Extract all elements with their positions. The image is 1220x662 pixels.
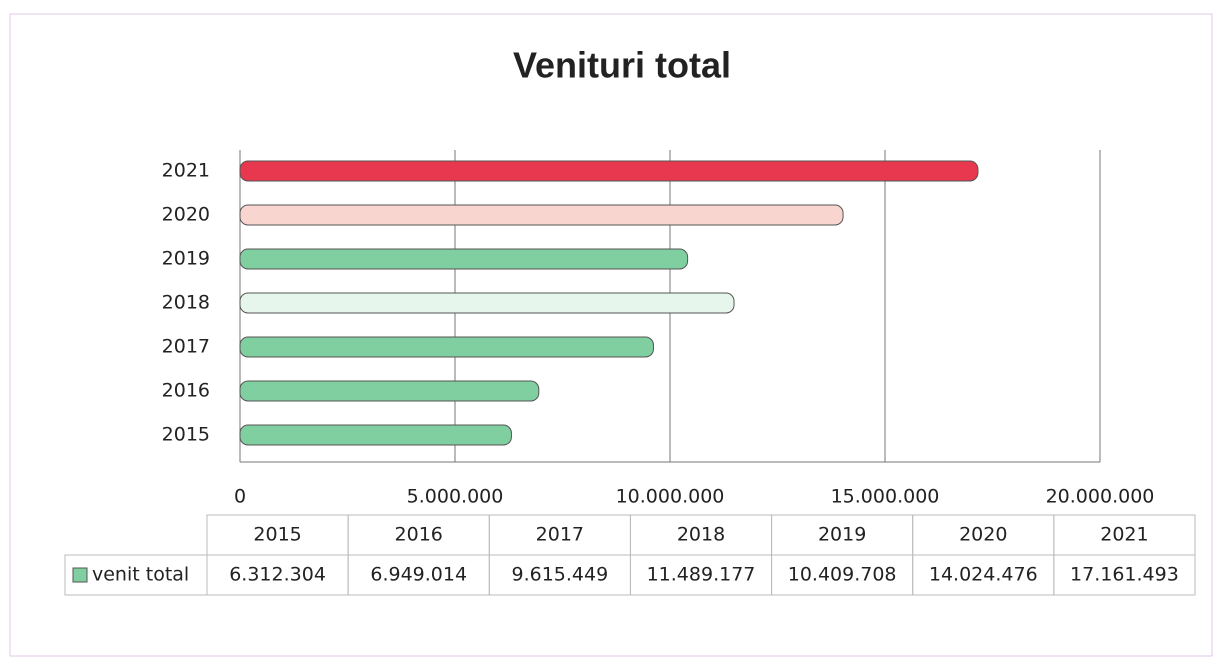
table-header: 2015 xyxy=(253,524,301,546)
bar xyxy=(239,248,689,270)
table-value: 14.024.476 xyxy=(929,564,1038,586)
legend-swatch xyxy=(72,567,88,583)
y-tick-label: 2016 xyxy=(162,380,210,402)
bar xyxy=(239,160,979,182)
table-header: 2020 xyxy=(959,524,1007,546)
bar xyxy=(239,336,654,358)
table-value: 6.312.304 xyxy=(229,564,326,586)
table-header: 2016 xyxy=(395,524,443,546)
bar xyxy=(239,424,512,446)
y-tick-label: 2020 xyxy=(162,204,210,226)
table-value: 17.161.493 xyxy=(1070,564,1179,586)
y-tick-label: 2015 xyxy=(162,424,210,446)
bar xyxy=(239,380,540,402)
y-tick-label: 2018 xyxy=(162,292,210,314)
table-cell xyxy=(1053,554,1196,596)
table-value: 9.615.449 xyxy=(512,564,609,586)
table-value: 10.409.708 xyxy=(788,564,897,586)
x-tick-label: 5.000.000 xyxy=(407,486,504,508)
x-tick-label: 0 xyxy=(234,486,246,508)
table-cell xyxy=(64,554,208,596)
table-header: 2019 xyxy=(818,524,866,546)
table-header: 2017 xyxy=(536,524,584,546)
y-tick-label: 2021 xyxy=(162,160,210,182)
x-tick-label: 15.000.000 xyxy=(831,486,940,508)
table-value: 6.949.014 xyxy=(370,564,467,586)
frame xyxy=(9,13,1213,657)
table-header: 2018 xyxy=(677,524,725,546)
x-tick-label: 20.000.000 xyxy=(1046,486,1155,508)
chart-title: Venituri total xyxy=(513,45,731,86)
bar xyxy=(239,204,844,226)
y-tick-label: 2019 xyxy=(162,248,210,270)
y-tick-label: 2017 xyxy=(162,336,210,358)
legend-label: venit total xyxy=(92,564,189,586)
table-header: 2021 xyxy=(1100,524,1148,546)
bar xyxy=(239,292,735,314)
x-tick-label: 10.000.000 xyxy=(616,486,725,508)
table-value: 11.489.177 xyxy=(647,564,756,586)
